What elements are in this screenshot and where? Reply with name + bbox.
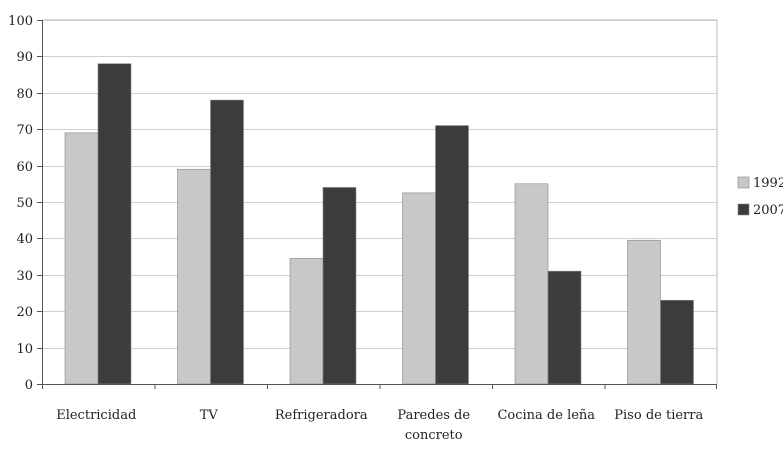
y-tick-label: 30 bbox=[16, 269, 33, 284]
bar-2007 bbox=[435, 125, 469, 385]
y-tick-label: 100 bbox=[8, 14, 33, 29]
bar-2007 bbox=[547, 270, 582, 385]
bar-1992 bbox=[627, 239, 661, 385]
legend-swatch-2007 bbox=[737, 203, 750, 216]
y-tick-labels: 0 10 20 30 40 50 60 70 80 90 100 bbox=[8, 14, 33, 393]
y-tick-label: 90 bbox=[16, 50, 33, 65]
bar-2007 bbox=[210, 99, 244, 385]
gridlines bbox=[42, 20, 717, 349]
axes bbox=[37, 19, 718, 389]
y-tick-label: 40 bbox=[16, 232, 33, 247]
x-category-label: Refrigeradora bbox=[275, 408, 368, 423]
y-tick-label: 20 bbox=[16, 305, 33, 320]
bar-2007 bbox=[322, 187, 357, 385]
x-category-labels: Electricidad TV Refrigeradora Paredes de con… bbox=[56, 408, 703, 443]
x-category-label: Piso de tierra bbox=[614, 408, 703, 423]
x-category-label: Electricidad bbox=[56, 408, 136, 423]
x-category-label: Cocina de leña bbox=[497, 408, 595, 423]
y-tick-label: 50 bbox=[16, 196, 33, 211]
bar-2007 bbox=[660, 299, 694, 385]
legend-swatch-1992 bbox=[737, 176, 750, 189]
bar-1992 bbox=[289, 258, 324, 385]
bar-2007 bbox=[97, 63, 132, 385]
x-category-label: TV bbox=[200, 408, 219, 423]
bar-1992 bbox=[402, 192, 436, 385]
legend-label-2007: 2007 bbox=[753, 203, 783, 218]
bar-1992 bbox=[177, 168, 211, 385]
y-tick-label: 80 bbox=[16, 87, 33, 102]
bar-1992 bbox=[514, 183, 549, 385]
y-tick-label: 0 bbox=[25, 378, 33, 393]
y-tick-label: 10 bbox=[16, 342, 33, 357]
y-tick-label: 60 bbox=[16, 160, 33, 175]
legend: 1992 2007 bbox=[737, 176, 783, 218]
bar-1992 bbox=[64, 132, 99, 385]
legend-label-1992: 1992 bbox=[753, 176, 783, 191]
x-category-label: Paredes de bbox=[397, 408, 470, 423]
bars bbox=[64, 63, 694, 385]
y-tick-label: 70 bbox=[16, 123, 33, 138]
x-category-label: concreto bbox=[405, 428, 463, 443]
